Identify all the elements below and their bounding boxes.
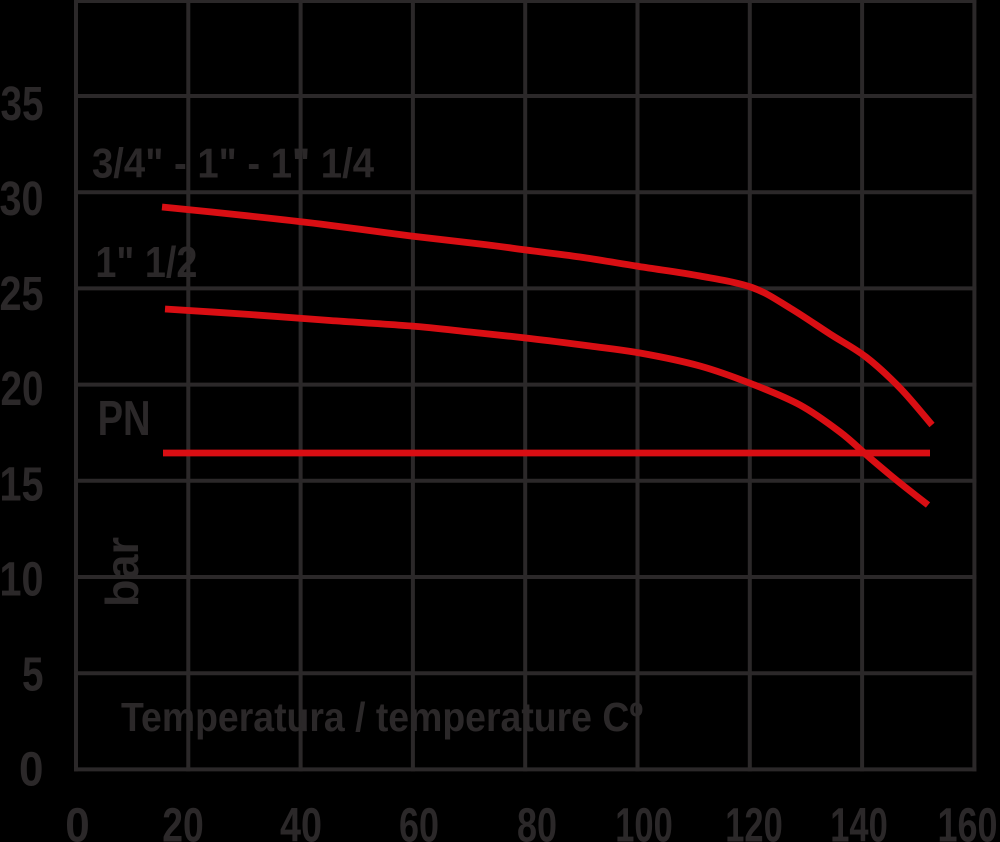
svg-text:30: 30 xyxy=(0,173,44,226)
svg-text:15: 15 xyxy=(0,458,44,511)
svg-text:80: 80 xyxy=(517,800,557,842)
svg-text:20: 20 xyxy=(162,800,204,842)
svg-text:0: 0 xyxy=(19,744,44,797)
svg-text:Temperatura / temperature Cº: Temperatura / temperature Cº xyxy=(121,694,643,740)
svg-text:3/4" - 1" - 1" 1/4: 3/4" - 1" - 1" 1/4 xyxy=(92,140,375,187)
svg-text:5: 5 xyxy=(22,648,44,701)
svg-text:bar: bar xyxy=(96,537,148,607)
svg-text:100: 100 xyxy=(615,800,673,842)
svg-text:140: 140 xyxy=(830,800,888,842)
svg-text:25: 25 xyxy=(0,268,44,321)
svg-text:10: 10 xyxy=(0,553,44,606)
svg-text:20: 20 xyxy=(1,363,44,416)
svg-text:1" 1/2: 1" 1/2 xyxy=(95,238,197,287)
svg-text:60: 60 xyxy=(399,800,439,842)
svg-text:0: 0 xyxy=(65,800,90,842)
svg-text:120: 120 xyxy=(725,800,783,842)
svg-text:40: 40 xyxy=(280,800,322,842)
svg-text:160: 160 xyxy=(938,800,998,842)
svg-text:35: 35 xyxy=(1,78,44,131)
svg-text:PN: PN xyxy=(98,392,151,446)
